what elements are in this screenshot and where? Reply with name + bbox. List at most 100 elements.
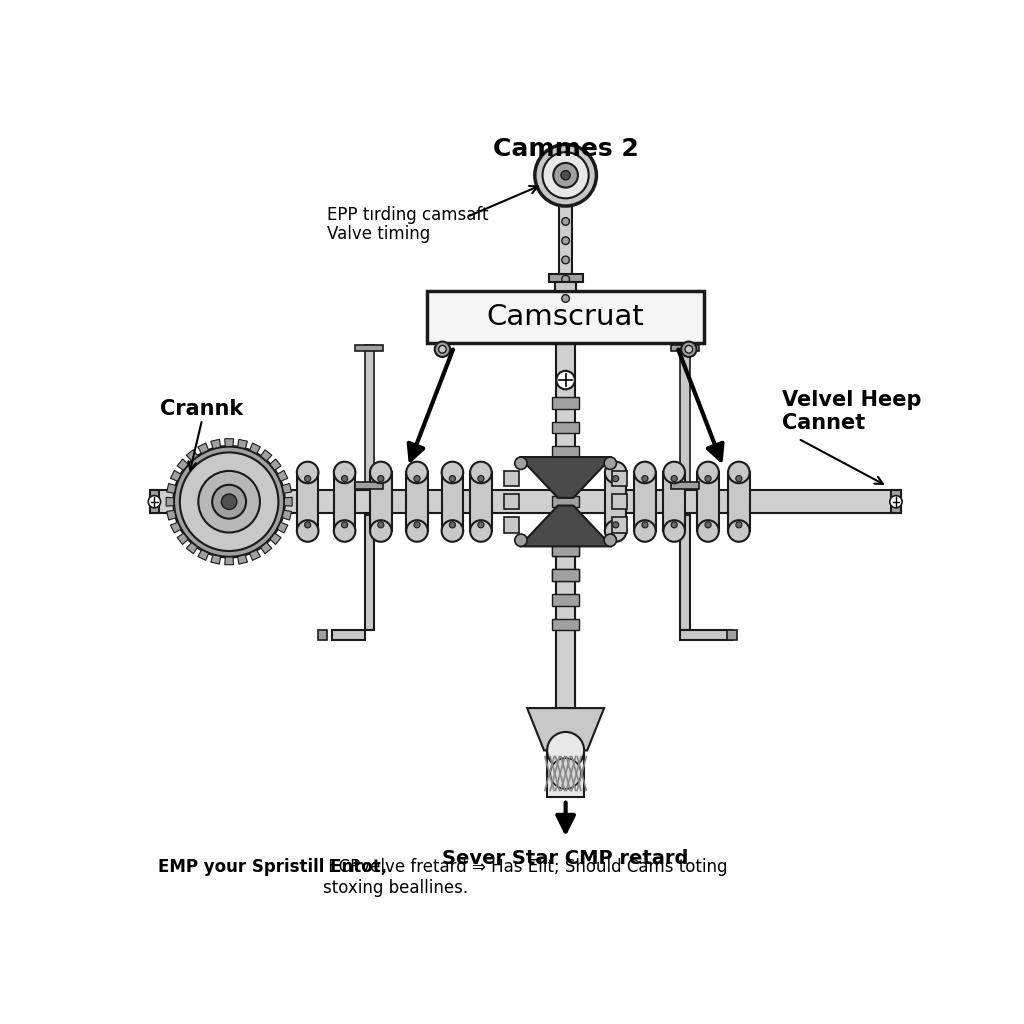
Circle shape <box>681 342 696 357</box>
Bar <box>150 490 900 513</box>
Bar <box>680 345 689 488</box>
Bar <box>728 472 750 531</box>
Polygon shape <box>285 498 292 506</box>
Bar <box>552 520 580 531</box>
Bar <box>611 471 628 486</box>
Bar <box>555 282 577 291</box>
Polygon shape <box>211 439 220 449</box>
Circle shape <box>561 171 570 180</box>
Bar <box>552 569 580 581</box>
Circle shape <box>612 475 618 481</box>
Bar <box>680 515 689 631</box>
Text: Sever Star CMP retard: Sever Star CMP retard <box>442 849 689 868</box>
Circle shape <box>671 522 677 528</box>
Polygon shape <box>170 470 181 481</box>
Bar <box>671 482 698 488</box>
Circle shape <box>634 462 655 483</box>
Circle shape <box>515 457 527 469</box>
Circle shape <box>334 462 355 483</box>
Bar <box>370 472 391 531</box>
Text: Camscruat: Camscruat <box>486 303 644 331</box>
Polygon shape <box>238 439 248 449</box>
Circle shape <box>478 522 484 528</box>
Circle shape <box>562 295 569 302</box>
Polygon shape <box>270 534 282 545</box>
Bar <box>552 422 580 433</box>
Bar <box>332 631 365 640</box>
Bar <box>891 490 900 513</box>
Circle shape <box>297 462 318 483</box>
Circle shape <box>736 475 742 481</box>
Circle shape <box>664 462 685 483</box>
Circle shape <box>634 520 655 542</box>
Polygon shape <box>260 450 271 461</box>
Polygon shape <box>238 555 248 564</box>
Circle shape <box>890 496 902 508</box>
Circle shape <box>199 471 260 532</box>
Circle shape <box>378 522 384 528</box>
Polygon shape <box>260 543 271 554</box>
Bar <box>407 472 428 531</box>
Circle shape <box>556 371 574 389</box>
Bar <box>504 494 519 509</box>
Polygon shape <box>166 498 174 506</box>
Circle shape <box>174 446 285 557</box>
Circle shape <box>553 163 578 187</box>
Text: Velvel Heep
Cannet: Velvel Heep Cannet <box>782 390 922 433</box>
Circle shape <box>697 462 719 483</box>
Circle shape <box>304 475 310 481</box>
Bar <box>611 494 628 509</box>
Bar <box>605 472 627 531</box>
Circle shape <box>414 522 420 528</box>
Circle shape <box>212 484 246 519</box>
Bar <box>552 618 580 631</box>
Bar <box>552 397 580 409</box>
Bar <box>150 490 159 513</box>
Polygon shape <box>224 438 233 446</box>
Circle shape <box>605 462 627 483</box>
Polygon shape <box>283 483 292 494</box>
Polygon shape <box>198 443 209 454</box>
Circle shape <box>221 494 237 509</box>
Text: ECPvelve fretard ⇒ Has Elit; Should Cams toting
stoxing beallines.: ECPvelve fretard ⇒ Has Elit; Should Cams… <box>323 858 728 897</box>
Bar <box>549 273 583 282</box>
Bar <box>611 517 628 532</box>
Bar <box>504 517 519 532</box>
Bar <box>552 545 580 556</box>
Bar <box>680 631 732 640</box>
Polygon shape <box>177 459 188 470</box>
Circle shape <box>370 520 391 542</box>
Polygon shape <box>250 443 260 454</box>
Circle shape <box>736 522 742 528</box>
Circle shape <box>543 153 589 199</box>
Bar <box>552 520 580 531</box>
Bar <box>559 206 571 291</box>
Circle shape <box>535 144 596 206</box>
Polygon shape <box>270 459 282 470</box>
Polygon shape <box>186 450 198 461</box>
Bar <box>556 343 574 708</box>
Circle shape <box>441 462 463 483</box>
Bar <box>552 594 580 605</box>
Bar <box>504 471 519 486</box>
Bar <box>317 631 327 640</box>
Bar <box>355 482 383 488</box>
Bar <box>427 291 705 343</box>
Bar <box>552 496 580 507</box>
Circle shape <box>438 345 446 353</box>
Circle shape <box>562 217 569 225</box>
Circle shape <box>342 522 348 528</box>
Polygon shape <box>278 470 288 481</box>
Circle shape <box>180 453 279 551</box>
Bar <box>671 345 698 351</box>
Bar <box>634 472 655 531</box>
Circle shape <box>148 496 161 508</box>
Circle shape <box>450 522 456 528</box>
Circle shape <box>705 475 711 481</box>
Bar <box>552 446 580 458</box>
Circle shape <box>728 462 750 483</box>
Text: EPP tırding camsaft: EPP tırding camsaft <box>327 206 488 224</box>
Polygon shape <box>170 522 181 534</box>
Bar <box>552 569 580 581</box>
Circle shape <box>697 520 719 542</box>
